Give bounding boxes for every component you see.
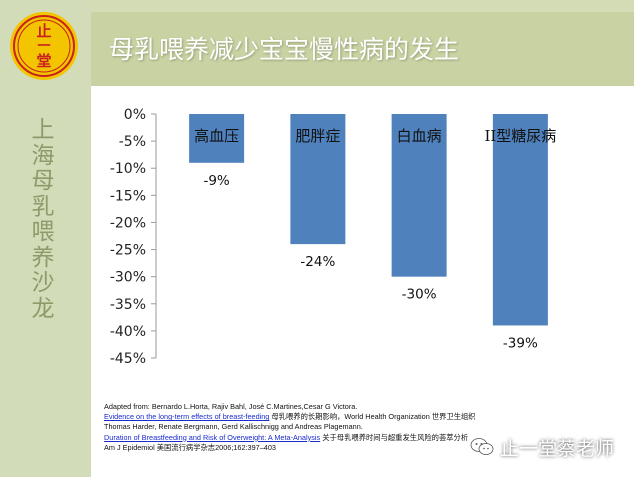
reference-line-3: Thomas Harder, Renate Bergmann, Gerd Kal…: [104, 422, 363, 432]
logo-icon: 止 一 堂: [10, 12, 78, 80]
sidebar-char: 乳: [31, 193, 55, 220]
bar: [492, 114, 548, 326]
data-label: -30%: [402, 287, 437, 303]
y-tick-label: -35%: [110, 297, 146, 313]
y-tick-label: -25%: [110, 243, 146, 259]
y-tick-label: -40%: [110, 324, 146, 340]
sidebar-char: 上: [31, 117, 55, 143]
sidebar: 止 一 堂 上海母乳喂养沙龙: [0, 0, 91, 477]
y-tick-label: 0%: [124, 107, 146, 123]
y-tick-label: -30%: [110, 270, 146, 286]
sidebar-char: 海: [31, 142, 55, 169]
bar-chart: 0% -5% -10% -15% -20% -25% -30% -35% -40% -45% 高血压…: [110, 107, 556, 367]
data-label: -9%: [203, 173, 229, 189]
title-band: [91, 0, 634, 12]
reference-line-1: Adapted from: Bernardo L.Horta, Rajiv Ba…: [104, 402, 358, 411]
data-label: -24%: [300, 254, 335, 270]
reference-line-5: Am J Epidemiol 美国流行病学杂志2006;162:397–403: [104, 442, 276, 452]
logo-char-3: 堂: [36, 52, 51, 70]
reference-line-4: Duration of Breastfeeding and Risk of Ov…: [104, 433, 604, 443]
slide-title: 母乳喂养减少宝宝慢性病的发生: [109, 35, 460, 64]
bar: [189, 114, 245, 163]
title-bar: 母乳喂养减少宝宝慢性病的发生: [91, 0, 634, 86]
y-tick-label: -15%: [110, 188, 146, 204]
references: Adapted from: Bernardo L.Horta, Rajiv Ba…: [104, 402, 604, 453]
reference-link-1[interactable]: Evidence on the long-term effects of bre…: [104, 412, 270, 422]
reference-line-2: Evidence on the long-term effects of bre…: [104, 412, 604, 422]
chart-area: 0% -5% -10% -15% -20% -25% -30% -35% -40% -45% 高血压…: [91, 86, 634, 477]
y-tick-label: -5%: [119, 134, 146, 150]
reference-line-4-rest: 关于母乳喂养时间与超重发生风险的荟萃分析: [320, 432, 469, 442]
reference-link-2[interactable]: Duration of Breastfeeding and Risk of Ov…: [104, 432, 321, 442]
logo-char-2: 一: [37, 39, 50, 54]
watermark-text: 止一堂蔡老师: [500, 437, 615, 460]
sidebar-char: 龙: [31, 295, 55, 322]
category-label: 高血压: [194, 127, 239, 145]
y-tick-label: -10%: [110, 161, 146, 177]
sidebar-char: 母: [31, 168, 55, 194]
y-tick-label: -20%: [110, 215, 146, 231]
wechat-icon: [470, 438, 494, 455]
category-label: II型糖尿病: [484, 127, 556, 145]
category-label: 白血病: [397, 127, 442, 145]
y-tick-label: -45%: [110, 351, 146, 367]
logo-char-1: 止: [36, 22, 51, 40]
sidebar-char: 沙: [31, 270, 55, 296]
reference-line-2-rest: 母乳喂养的长期影响，World Health Organization 世界卫生…: [269, 412, 476, 422]
bar: [391, 114, 447, 277]
watermark: 止一堂蔡老师: [470, 432, 614, 462]
sidebar-char: 喂: [31, 219, 55, 245]
data-label: -39%: [503, 335, 538, 351]
sidebar-vertical-text: 上海母乳喂养沙龙: [30, 117, 56, 322]
sidebar-char: 养: [31, 244, 55, 271]
category-label: 肥胖症: [295, 127, 340, 145]
bar: [290, 114, 346, 245]
